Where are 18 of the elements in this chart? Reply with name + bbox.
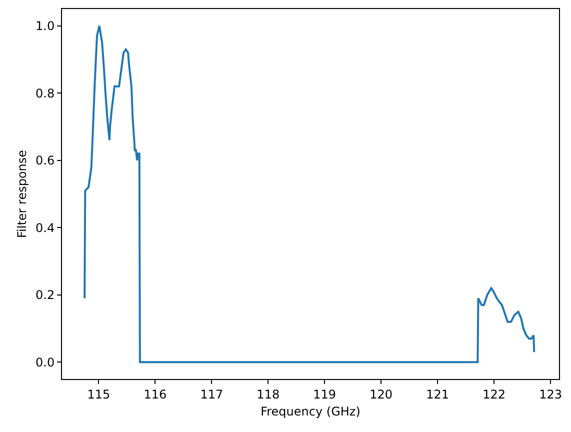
x-axis-title: Frequency (GHz) [260, 404, 360, 418]
y-tick-label: 0.6 [36, 154, 55, 168]
y-tick-label: 0.2 [36, 288, 55, 302]
x-tick-label: 120 [370, 387, 393, 402]
line-series [84, 24, 536, 364]
y-axis-title: Filter response [14, 150, 29, 238]
x-tick-label: 123 [539, 387, 562, 402]
x-tick-label: 118 [256, 387, 280, 402]
y-tick-label: 0.8 [36, 86, 55, 100]
x-tick-label: 119 [313, 387, 336, 402]
x-tick-label: 122 [482, 387, 506, 402]
x-tick-label: 116 [144, 387, 167, 402]
y-tick-label: 0.0 [36, 355, 55, 370]
x-tick-label: 115 [87, 387, 110, 402]
y-tick-label: 1.0 [36, 19, 55, 34]
x-tick-label: 121 [426, 387, 450, 402]
x-tick-label: 117 [200, 387, 224, 402]
y-tick-label: 0.4 [36, 220, 55, 235]
